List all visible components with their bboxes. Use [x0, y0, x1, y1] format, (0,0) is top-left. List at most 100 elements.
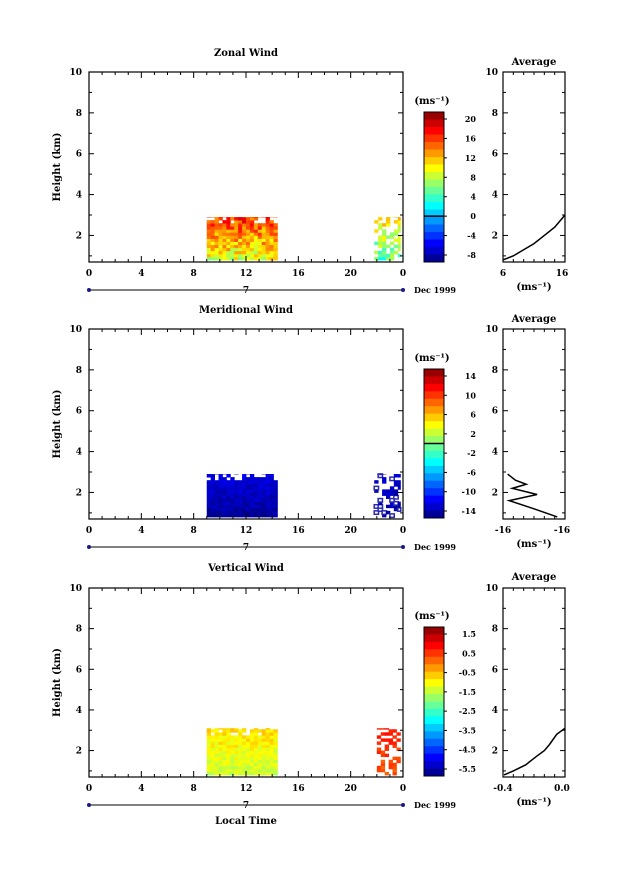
heatmap-cell — [210, 220, 215, 224]
average-frame — [502, 71, 566, 263]
heatmap-cell — [389, 256, 395, 261]
heatmap-cell — [214, 480, 219, 484]
heatmap-cell — [257, 756, 263, 761]
heatmap-cell — [214, 729, 219, 733]
heatmap-cell — [382, 247, 387, 252]
y-tick-label: 10 — [69, 68, 82, 78]
heatmap-cell — [273, 765, 278, 770]
heatmap-cell — [249, 510, 255, 515]
heatmap-cell — [273, 253, 278, 258]
heatmap-cell — [253, 507, 259, 512]
heatmap-cell — [253, 753, 259, 758]
heatmap-cell — [226, 241, 231, 246]
heatmap-cell — [253, 489, 259, 493]
heatmap-cell — [261, 756, 267, 761]
heatmap-cell — [249, 492, 255, 496]
heatmap-cell — [214, 489, 219, 493]
heatmap-cell — [261, 238, 267, 242]
date-marker: 7 — [243, 286, 249, 296]
colorbar-segment — [424, 656, 444, 665]
heatmap-cell — [378, 226, 383, 230]
colorbar-segment — [424, 127, 444, 135]
heatmap-cell — [206, 474, 212, 478]
heatmap-cell — [218, 771, 223, 776]
heatmap-cell — [218, 747, 223, 751]
heatmap-cell — [269, 741, 274, 745]
x-tick-label: 12 — [240, 784, 253, 794]
heatmap-cell — [378, 501, 383, 506]
heatmap-cell — [385, 253, 391, 258]
y-tick-label: 4 — [76, 448, 82, 458]
heatmap-cell — [249, 759, 255, 764]
heatmap-cell — [397, 483, 401, 487]
heatmap-cell — [226, 750, 231, 755]
heatmap-cell — [389, 235, 395, 239]
heatmap-cell — [218, 753, 223, 758]
heatmap-cell — [234, 223, 239, 227]
heatmap-cell — [253, 223, 259, 227]
heatmap-cell — [206, 229, 212, 233]
heatmap-cell — [206, 728, 212, 730]
heatmap-cell — [222, 483, 227, 487]
heatmap-cell — [269, 759, 274, 764]
colorbar-segment — [424, 232, 444, 240]
heatmap-cell — [246, 501, 251, 506]
heatmap-cell — [230, 744, 235, 748]
heatmap-cell — [214, 735, 219, 739]
heatmap-cell — [222, 226, 227, 230]
colorbar-segment — [424, 224, 444, 233]
heatmap-cell — [206, 489, 212, 493]
date-line-end — [401, 803, 405, 807]
heatmap-cell — [242, 253, 247, 258]
avg-y-tick-label: 4 — [492, 448, 498, 458]
heatmap-cell — [222, 477, 227, 481]
heatmap-cell — [230, 480, 235, 484]
heatmap-cell — [210, 483, 215, 487]
heatmap-cell — [246, 238, 251, 242]
heatmap-cell — [265, 241, 270, 246]
heatmap-cell — [226, 217, 231, 221]
heatmap-cell — [265, 513, 270, 518]
heatmap-cell — [206, 486, 212, 490]
heatmap-cell — [210, 729, 215, 733]
heatmap-cell — [222, 765, 227, 770]
colorbar-segment — [424, 634, 444, 643]
heatmap-cell — [230, 247, 235, 252]
heatmap-cell — [234, 244, 239, 249]
x-tick-label: 0 — [400, 269, 406, 279]
heatmap-cell — [234, 750, 239, 755]
colorbar-segment — [424, 649, 444, 658]
heatmap-cell — [265, 768, 270, 773]
heatmap-cell — [269, 513, 274, 518]
colorbar-segment — [424, 142, 444, 150]
heatmap-cell — [265, 747, 270, 751]
heatmap-cell — [210, 753, 215, 758]
heatmap-cell — [269, 474, 274, 478]
heatmap-cell — [265, 756, 270, 761]
colorbar-tick-label: -4 — [467, 231, 476, 241]
heatmap-cell — [222, 501, 227, 506]
heatmap-cell — [230, 753, 235, 758]
heatmap-cell — [261, 753, 267, 758]
heatmap-cell — [392, 744, 397, 748]
colorbar-segment — [424, 480, 444, 489]
heatmap-cell — [393, 232, 399, 236]
heatmap-cell — [242, 744, 247, 748]
heatmap-cell — [249, 507, 255, 512]
heatmap-cell — [226, 483, 231, 487]
heatmap-cell — [265, 729, 270, 733]
heatmap-cell — [226, 498, 231, 503]
heatmap-cell — [242, 250, 247, 255]
heatmap-cell — [392, 729, 397, 733]
heatmap-cell — [230, 256, 235, 261]
heatmap-cell — [253, 768, 259, 773]
heatmap-cell — [226, 247, 231, 252]
heatmap-cell — [234, 768, 239, 773]
heatmap-cell — [246, 735, 251, 739]
heatmap-cell — [214, 483, 219, 487]
y-tick-label: 2 — [76, 488, 82, 498]
heatmap-cell — [206, 510, 212, 515]
heatmap-cell — [242, 762, 247, 767]
heatmap-cell — [222, 232, 227, 236]
heatmap-cell — [242, 229, 247, 233]
